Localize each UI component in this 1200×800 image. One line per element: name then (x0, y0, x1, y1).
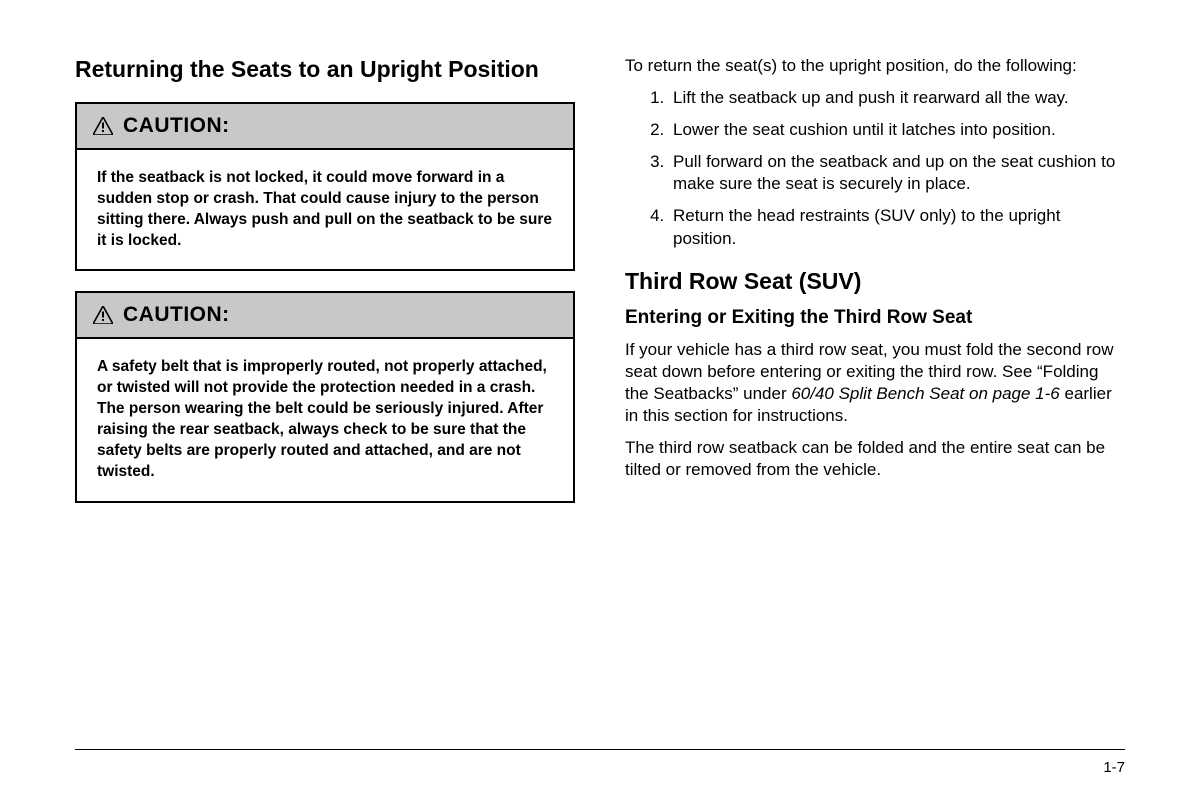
cross-reference: 60/40 Split Bench Seat on page 1-6 (791, 384, 1059, 403)
caution-box-1: CAUTION: If the seatback is not locked, … (75, 102, 575, 272)
left-column: Returning the Seats to an Upright Positi… (75, 55, 575, 715)
footer-rule (75, 749, 1125, 750)
warning-triangle-icon (93, 117, 113, 135)
warning-triangle-icon (93, 306, 113, 324)
intro-text: To return the seat(s) to the upright pos… (625, 55, 1125, 77)
paragraph: If your vehicle has a third row seat, yo… (625, 339, 1125, 427)
caution-body-text: If the seatback is not locked, it could … (77, 150, 573, 270)
section-heading: Returning the Seats to an Upright Positi… (75, 55, 575, 84)
caution-body-text: A safety belt that is improperly routed,… (77, 339, 573, 501)
step-item: Lift the seatback up and push it rearwar… (669, 87, 1125, 109)
caution-header: CAUTION: (77, 104, 573, 150)
steps-list: Lift the seatback up and push it rearwar… (625, 87, 1125, 250)
step-item: Return the head restraints (SUV only) to… (669, 205, 1125, 249)
step-item: Lower the seat cushion until it latches … (669, 119, 1125, 141)
caution-label: CAUTION: (123, 303, 230, 327)
paragraph: The third row seatback can be folded and… (625, 437, 1125, 481)
caution-label: CAUTION: (123, 114, 230, 138)
caution-box-2: CAUTION: A safety belt that is improperl… (75, 291, 575, 503)
subsubsection-heading: Entering or Exiting the Third Row Seat (625, 307, 1125, 329)
two-column-layout: Returning the Seats to an Upright Positi… (75, 55, 1125, 715)
subsection-heading: Third Row Seat (SUV) (625, 268, 1125, 295)
step-item: Pull forward on the seatback and up on t… (669, 151, 1125, 195)
page-number: 1-7 (1103, 759, 1125, 776)
right-column: To return the seat(s) to the upright pos… (625, 55, 1125, 715)
caution-header: CAUTION: (77, 293, 573, 339)
